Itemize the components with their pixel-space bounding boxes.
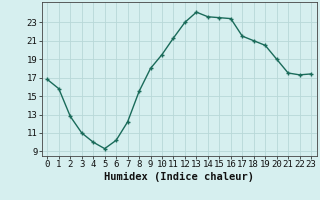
X-axis label: Humidex (Indice chaleur): Humidex (Indice chaleur) [104,172,254,182]
